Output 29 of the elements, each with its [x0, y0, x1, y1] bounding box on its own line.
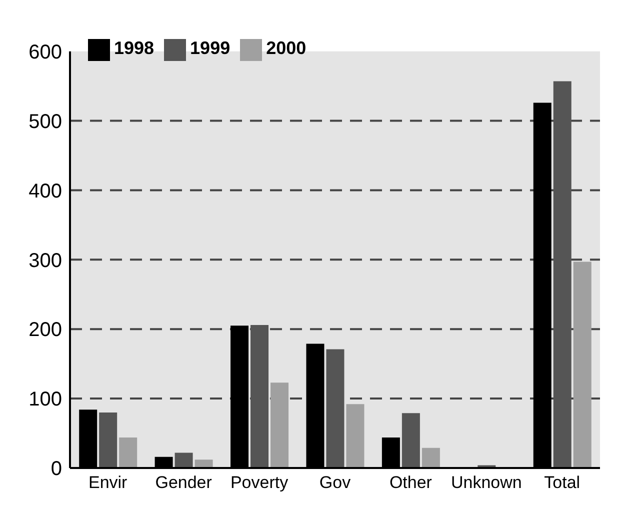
x-tick-label: Total — [544, 473, 580, 492]
legend-label: 1999 — [190, 38, 230, 58]
bar — [573, 262, 592, 468]
bar — [422, 448, 440, 468]
bar — [119, 437, 138, 468]
legend-label: 2000 — [266, 38, 306, 58]
x-tick-label: Poverty — [230, 473, 289, 492]
bar — [553, 81, 572, 468]
bar — [99, 412, 118, 468]
y-tick-label: 200 — [28, 319, 62, 342]
y-tick-label: 0 — [50, 458, 62, 480]
bar — [194, 460, 213, 468]
x-tick-label: Gender — [155, 473, 212, 492]
x-tick-label: Unknown — [450, 473, 522, 492]
bar — [250, 324, 269, 468]
x-tick-label: Envir — [88, 473, 128, 492]
y-tick-label: 400 — [28, 180, 62, 202]
y-tick-label: 300 — [28, 250, 62, 272]
bar — [326, 349, 344, 468]
x-tick-label: Other — [389, 473, 432, 492]
bar — [346, 404, 364, 468]
x-tick-label: Gov — [319, 473, 352, 492]
bar — [402, 413, 420, 468]
y-tick-label: 500 — [28, 110, 62, 133]
legend-label: 1998 — [114, 38, 154, 58]
y-tick-label: 100 — [28, 388, 62, 411]
bar — [174, 452, 193, 468]
y-tick-label: 600 — [28, 41, 62, 64]
bar — [270, 382, 289, 468]
